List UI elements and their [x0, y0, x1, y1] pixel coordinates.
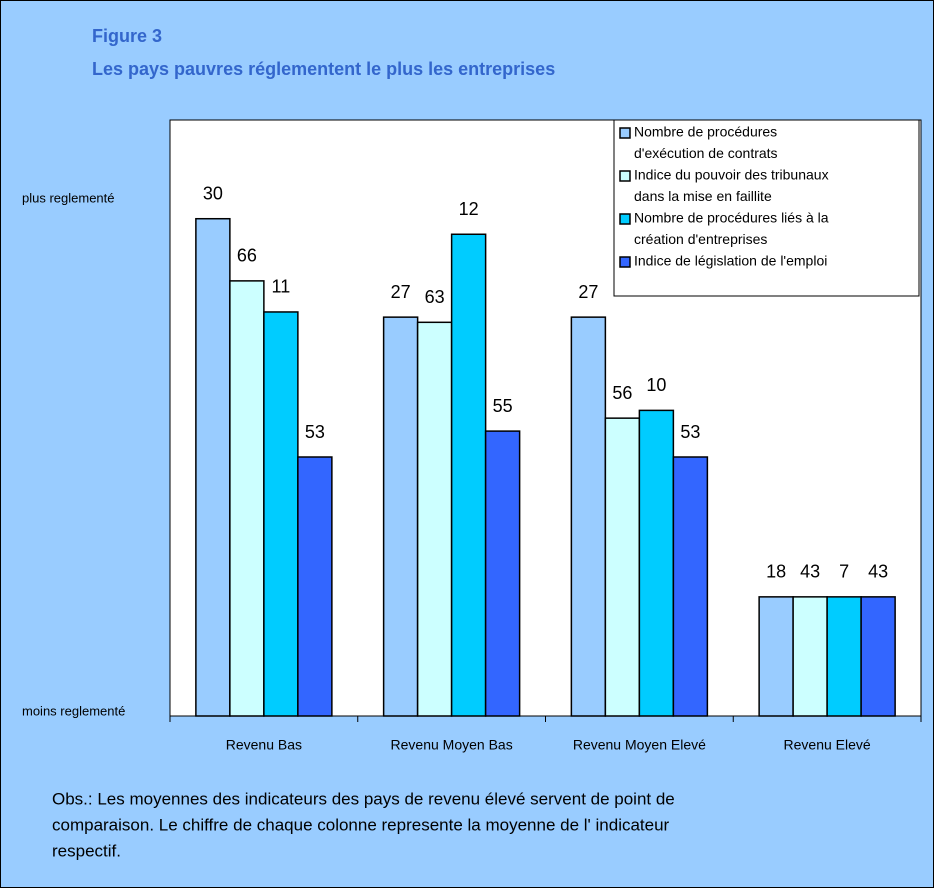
- data-label: 66: [237, 246, 257, 266]
- data-label: 56: [612, 383, 632, 403]
- x-tick-label: Revenu Moyen Bas: [391, 737, 513, 753]
- legend: [613, 119, 920, 297]
- y-tick-label: moins reglementé: [22, 703, 125, 718]
- bar: [792, 596, 828, 717]
- data-label: 43: [868, 562, 888, 582]
- y-tick-label: plus reglementé: [22, 190, 115, 205]
- bar: [382, 316, 419, 717]
- bar: [672, 456, 709, 717]
- note: respectif.: [52, 841, 121, 860]
- data-label: 10: [646, 375, 666, 395]
- x-tick-label: Revenu Elevé: [784, 737, 871, 753]
- legend-label: Indice du pouvoir des tribunaux: [634, 167, 829, 183]
- legend-swatch: [619, 170, 631, 182]
- data-label: 53: [305, 422, 325, 442]
- data-label: 27: [578, 282, 598, 302]
- chart-subtitle: Les pays pauvres réglementent le plus le…: [92, 59, 555, 79]
- bar: [570, 316, 607, 717]
- data-label: 63: [425, 287, 445, 307]
- bar: [758, 596, 794, 717]
- data-label: 11: [272, 277, 291, 297]
- data-label: 27: [391, 282, 411, 302]
- data-label: 7: [839, 562, 849, 582]
- bar: [263, 311, 299, 717]
- note: comparaison. Le chiffre de chaque colonn…: [52, 815, 670, 834]
- chart-title: Figure 3: [92, 26, 162, 46]
- data-label: 53: [680, 422, 700, 442]
- legend-label: Nombre de procédures: [634, 124, 777, 140]
- data-label: 43: [800, 562, 820, 582]
- bar: [826, 596, 862, 717]
- legend-swatch: [619, 256, 631, 268]
- bar: [195, 217, 231, 717]
- bar: [604, 417, 641, 717]
- note: Obs.: Les moyennes des indicateurs des p…: [52, 789, 675, 808]
- x-tick-label: Revenu Bas: [226, 737, 302, 753]
- bar: [297, 456, 333, 717]
- data-label: 12: [459, 199, 479, 219]
- data-label: 30: [203, 183, 223, 203]
- data-label: 55: [493, 396, 513, 416]
- bar: [484, 430, 521, 717]
- bar: [450, 233, 487, 717]
- bar: [416, 321, 453, 717]
- legend-label: création d'entreprises: [634, 231, 767, 247]
- legend-label: Nombre de procédures liés à la: [634, 210, 829, 226]
- legend-label: dans la mise en faillite: [634, 188, 772, 204]
- x-tick-label: Revenu Moyen Elevé: [573, 737, 706, 753]
- legend-swatch: [619, 213, 631, 225]
- bar: [860, 596, 896, 717]
- data-label: 18: [766, 562, 786, 582]
- legend-label: d'exécution de contrats: [634, 145, 778, 161]
- bar: [638, 409, 675, 717]
- legend-swatch: [619, 127, 631, 139]
- legend-label: Indice de législation de l'emploi: [634, 253, 827, 269]
- bar: [229, 280, 265, 717]
